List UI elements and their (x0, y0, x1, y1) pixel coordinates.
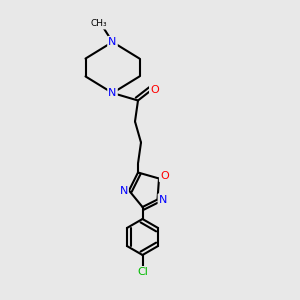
Text: Cl: Cl (137, 267, 148, 277)
Text: CH₃: CH₃ (91, 20, 107, 28)
Text: N: N (108, 88, 117, 98)
Text: N: N (108, 37, 117, 47)
Text: N: N (159, 194, 167, 205)
Text: O: O (160, 171, 169, 181)
Text: O: O (150, 85, 159, 95)
Text: N: N (119, 185, 128, 196)
